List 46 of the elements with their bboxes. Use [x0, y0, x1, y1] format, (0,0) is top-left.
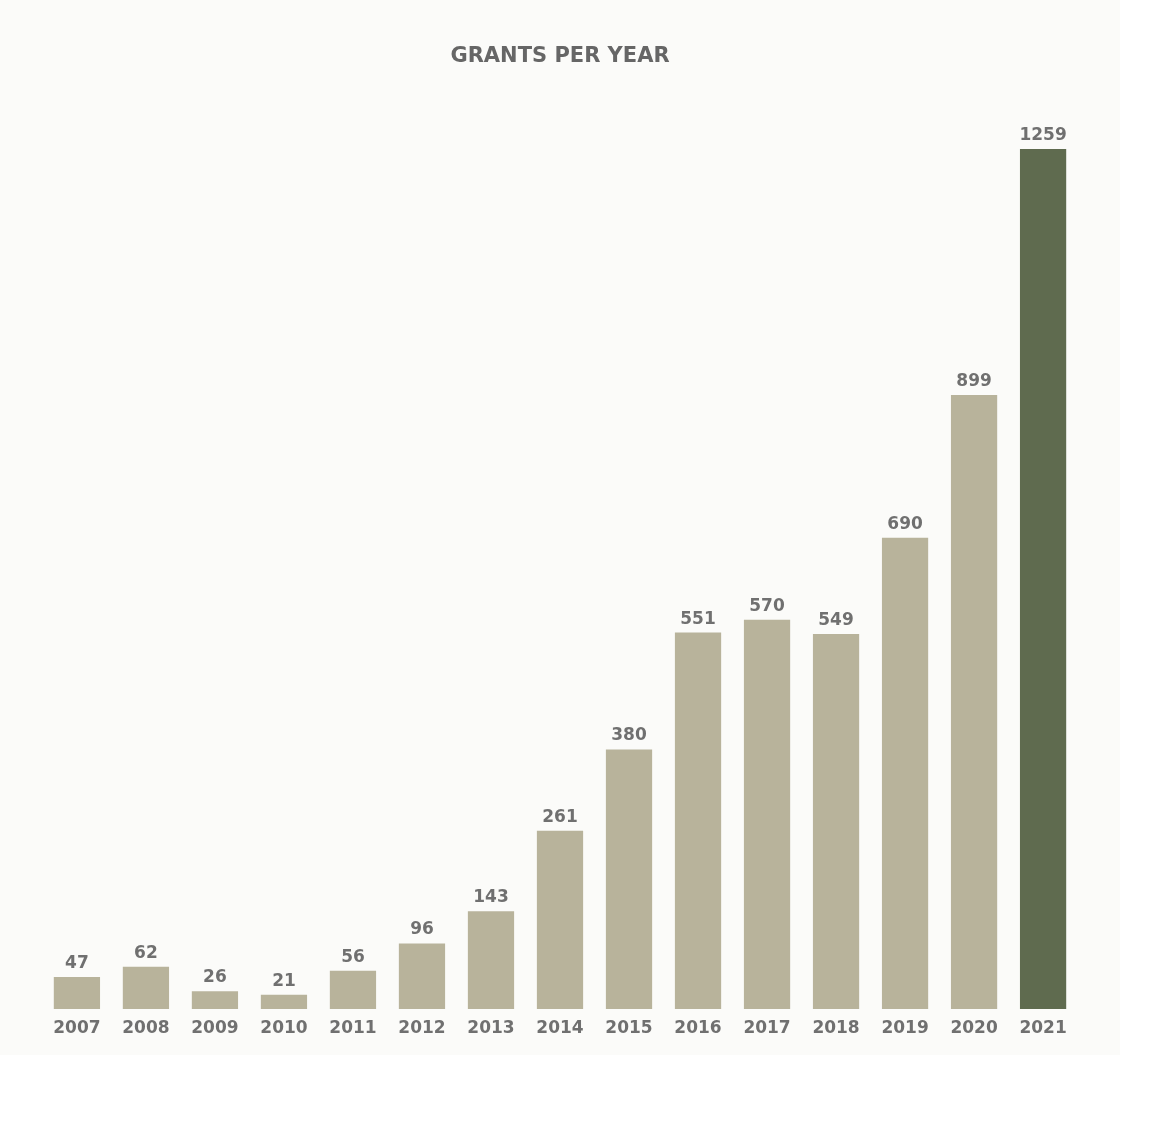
data-label: 21 — [272, 969, 296, 990]
x-tick-label: 2011 — [329, 1016, 377, 1037]
bar — [329, 970, 377, 1009]
x-tick-label: 2018 — [812, 1016, 860, 1037]
bar — [260, 994, 308, 1009]
data-label: 380 — [611, 724, 647, 745]
bar — [191, 991, 239, 1009]
data-label: 899 — [956, 369, 992, 390]
data-label: 26 — [203, 966, 227, 987]
bar — [674, 632, 722, 1009]
bar — [1019, 149, 1067, 1009]
data-label: 143 — [473, 886, 509, 907]
x-tick-label: 2010 — [260, 1016, 308, 1037]
x-tick-label: 2019 — [881, 1016, 929, 1037]
bar — [950, 394, 998, 1009]
x-tick-label: 2017 — [743, 1016, 791, 1037]
x-tick-label: 2008 — [122, 1016, 170, 1037]
bar — [53, 976, 101, 1009]
x-tick-label: 2021 — [1019, 1016, 1067, 1037]
data-label: 551 — [680, 607, 716, 628]
x-tick-label: 2012 — [398, 1016, 446, 1037]
data-label: 62 — [134, 941, 158, 962]
x-tick-label: 2014 — [536, 1016, 584, 1037]
data-label: 570 — [749, 594, 785, 615]
data-label: 47 — [65, 951, 89, 972]
x-tick-label: 2015 — [605, 1016, 653, 1037]
x-tick-label: 2020 — [950, 1016, 998, 1037]
bar — [743, 619, 791, 1009]
x-tick-label: 2016 — [674, 1016, 722, 1037]
chart-title: GRANTS PER YEAR — [450, 43, 670, 67]
bar — [881, 537, 929, 1009]
bar — [605, 749, 653, 1009]
data-label: 56 — [341, 945, 365, 966]
bar — [467, 911, 515, 1009]
bar — [812, 633, 860, 1009]
bar — [122, 966, 170, 1009]
data-label: 690 — [887, 512, 923, 533]
data-label: 261 — [542, 805, 578, 826]
x-tick-label: 2007 — [53, 1016, 101, 1037]
x-tick-label: 2013 — [467, 1016, 515, 1037]
x-tick-label: 2009 — [191, 1016, 239, 1037]
bar — [398, 943, 446, 1009]
bar — [536, 830, 584, 1009]
data-label: 549 — [818, 608, 854, 629]
data-label: 1259 — [1019, 124, 1067, 144]
data-label: 96 — [410, 918, 434, 939]
